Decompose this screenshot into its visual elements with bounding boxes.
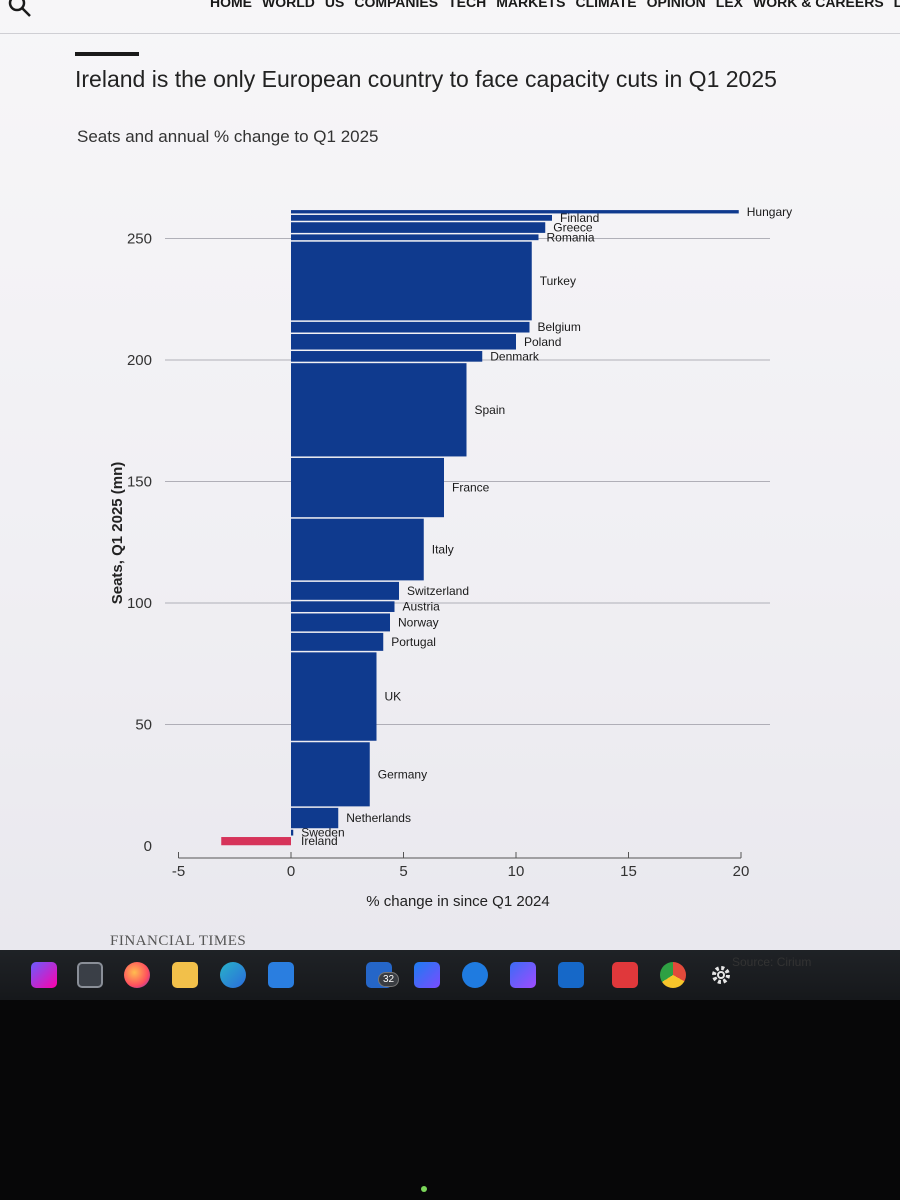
bar-france [291, 457, 444, 518]
copilot-app-icon[interactable] [510, 962, 536, 988]
bar-turkey [291, 241, 532, 321]
monitor-bezel [0, 1000, 900, 1200]
nav-item-us[interactable]: US [324, 0, 345, 10]
chart-title: Ireland is the only European country to … [75, 66, 777, 92]
bar-ireland [221, 837, 291, 846]
bar-label-romania: Romania [547, 230, 595, 244]
nav-item-tech[interactable]: TECH [448, 0, 487, 10]
y-tick-label: 250 [127, 231, 152, 248]
bing-icon[interactable] [414, 962, 440, 988]
chart-subtitle: Seats and annual % change to Q1 2025 [77, 127, 379, 146]
nav-item-markets[interactable]: MARKETS [496, 0, 566, 10]
bar-label-greece: Greece [553, 221, 593, 235]
nav-item-work-careers[interactable]: WORK & CAREERS [753, 0, 884, 10]
bar-label-germany: Germany [378, 767, 427, 781]
nav-item-life[interactable]: LIFE [893, 0, 900, 10]
bar-label-belgium: Belgium [538, 320, 581, 334]
firefox-icon[interactable] [124, 962, 150, 988]
x-axis-title: % change in since Q1 2024 [366, 893, 549, 910]
bar-poland [291, 334, 516, 350]
copilot-icon[interactable] [31, 962, 57, 988]
bar-uk [291, 652, 377, 741]
power-led [421, 1186, 427, 1192]
bar-label-denmark: Denmark [490, 349, 540, 363]
bar-label-poland: Poland [524, 335, 561, 349]
bar-finland [291, 214, 552, 221]
mail-icon[interactable] [268, 962, 294, 988]
x-tick-label: 15 [620, 863, 637, 880]
bar-norway [291, 613, 390, 632]
y-tick-label: 150 [127, 474, 152, 491]
brand-logo: FINANCIAL TIMES [110, 933, 247, 949]
nav-item-lex[interactable]: LEX [715, 0, 743, 10]
bar-label-spain: Spain [475, 403, 506, 417]
top-navigation: HOME WORLD US COMPANIES TECH MARKETS CLIMATE OP… [0, 0, 900, 34]
y-tick-label: 100 [127, 595, 152, 612]
search-icon[interactable] [6, 0, 34, 20]
bar-label-switzerland: Switzerland [407, 584, 469, 598]
chrome-icon[interactable] [660, 962, 686, 988]
store-icon[interactable] [77, 962, 103, 988]
chart: 050100150200250IrelandSwedenNetherlandsG… [109, 205, 792, 910]
bar-denmark [291, 351, 483, 362]
bar-label-finland: Finland [560, 211, 599, 225]
bar-label-ireland: Ireland [301, 834, 338, 848]
nav-item-climate[interactable]: CLIMATE [575, 0, 637, 10]
bar-italy [291, 518, 424, 581]
bar-sweden [291, 829, 294, 836]
bar-label-uk: UK [385, 690, 402, 704]
y-tick-label: 50 [135, 717, 152, 734]
bar-label-italy: Italy [432, 543, 454, 557]
source-note: Source: Cirium [732, 955, 812, 969]
bar-label-hungary: Hungary [747, 205, 792, 219]
edge-icon[interactable] [220, 962, 246, 988]
bar-label-france: France [452, 481, 490, 495]
bar-portugal [291, 632, 384, 651]
y-axis-title: Seats, Q1 2025 (mn) [109, 462, 126, 605]
y-tick-label: 200 [127, 352, 152, 369]
title-rule [75, 52, 139, 56]
onedrive-icon[interactable] [462, 962, 488, 988]
nav-item-companies[interactable]: COMPANIES [354, 0, 439, 10]
bar-spain [291, 363, 467, 457]
bar-belgium [291, 321, 530, 333]
folder-icon[interactable] [172, 962, 198, 988]
outlook-icon[interactable] [558, 962, 584, 988]
x-tick-label: 5 [399, 863, 407, 880]
bar-label-sweden: Sweden [301, 826, 344, 840]
y-tick-label: 0 [144, 838, 152, 855]
x-tick-label: 20 [733, 863, 750, 880]
taskbar [0, 950, 900, 1000]
browser-screen: HOME WORLD US COMPANIES TECH MARKETS CLIMATE OP… [0, 0, 900, 950]
nav-menu: HOME WORLD US COMPANIES TECH MARKETS CLIMATE OP… [210, 0, 900, 10]
settings-gear-icon[interactable] [708, 962, 734, 988]
nav-item-world[interactable]: WORLD [262, 0, 315, 10]
bar-austria [291, 601, 395, 612]
bar-label-austria: Austria [403, 600, 441, 614]
x-tick-label: 10 [508, 863, 525, 880]
x-tick-label: 0 [287, 863, 295, 880]
bar-hungary [291, 210, 739, 214]
nav-item-home[interactable]: HOME [210, 0, 252, 10]
bar-romania [291, 234, 539, 241]
nav-item-opinion[interactable]: OPINION [646, 0, 706, 10]
bar-label-netherlands: Netherlands [346, 811, 411, 825]
bar-label-turkey: Turkey [540, 274, 576, 288]
x-tick-label: -5 [172, 863, 185, 880]
bar-germany [291, 742, 370, 807]
bar-switzerland [291, 581, 399, 600]
bar-label-portugal: Portugal [391, 635, 436, 649]
bar-greece [291, 222, 546, 233]
bar-label-norway: Norway [398, 615, 439, 629]
security-app-icon[interactable] [612, 962, 638, 988]
notification-badge: 32 [378, 972, 400, 987]
bar-netherlands [291, 807, 339, 829]
